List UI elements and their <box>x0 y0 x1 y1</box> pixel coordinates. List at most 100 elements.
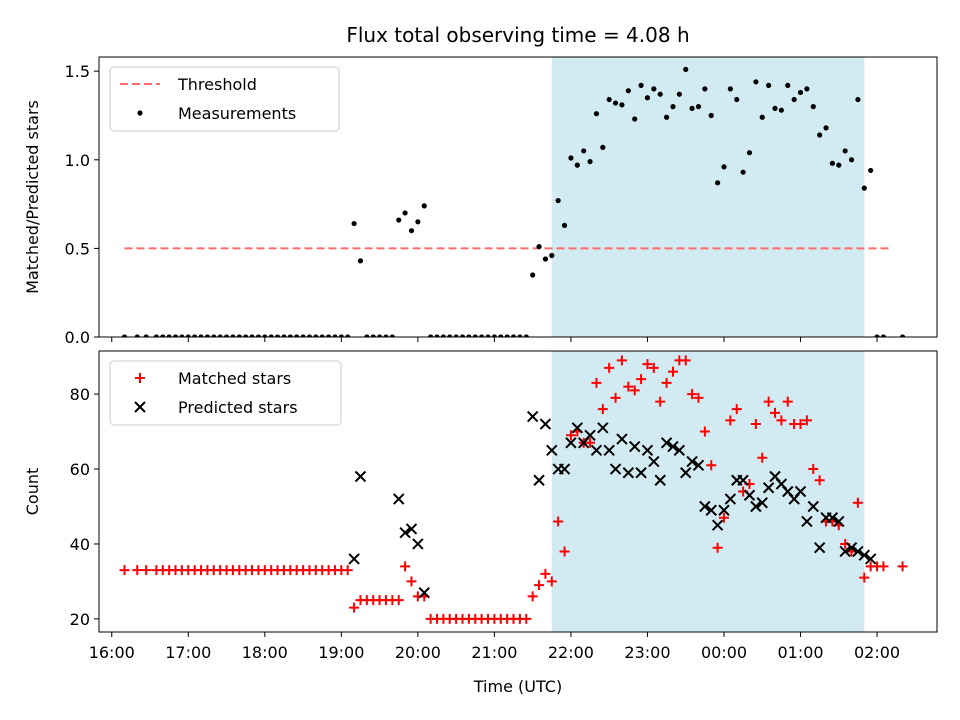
y-tick-label: 0.5 <box>65 239 90 258</box>
measurement-point <box>249 334 255 337</box>
predicted-point <box>699 500 711 513</box>
measurement-point <box>581 148 587 154</box>
legend: Threshold Measurements <box>109 66 340 132</box>
measurement-point <box>421 203 427 209</box>
measurement-point <box>523 334 529 337</box>
measurement-point <box>217 334 223 337</box>
matched-point <box>585 437 596 448</box>
matched-point <box>757 452 768 463</box>
predicted-point <box>839 545 851 558</box>
measurement-point <box>243 334 249 337</box>
matched-point <box>731 404 742 415</box>
x-tick-label: 19:00 <box>318 643 364 662</box>
measurement-point <box>211 334 217 337</box>
measurement-point <box>817 132 823 138</box>
matched-point <box>597 404 608 415</box>
predicted-point <box>845 541 858 554</box>
matched-point <box>712 542 723 553</box>
measurement-point <box>121 334 128 337</box>
y-axis-label: Count <box>23 468 42 516</box>
bottom-panel: 20 40 60 80 16:00 17:00 18:00 19:00 20:00 21:00 22… <box>23 350 938 662</box>
measurement-point <box>823 125 829 131</box>
legend-entry-label: Measurements <box>178 104 296 123</box>
predicted-point <box>590 444 603 456</box>
measurement-point <box>797 89 804 96</box>
predicted-point <box>597 422 609 434</box>
measurement-point <box>198 334 204 337</box>
matched-point <box>623 381 634 392</box>
predicted-point <box>584 429 596 442</box>
measurement-point <box>306 334 313 337</box>
matched-point <box>565 430 576 441</box>
x-tick-label: 23:00 <box>624 643 670 662</box>
matched-point <box>699 426 710 437</box>
legend-matched-swatch <box>135 373 145 383</box>
matched-point <box>648 362 659 373</box>
measurement-point <box>491 334 498 337</box>
measurement-point <box>670 104 676 110</box>
measurement-point <box>485 334 491 337</box>
matched-point <box>770 407 781 418</box>
x-tick-label: 18:00 <box>242 643 288 662</box>
series-measurements <box>121 66 906 337</box>
measurement-point <box>160 334 166 337</box>
measurement-point <box>440 334 446 337</box>
predicted-point <box>718 504 730 516</box>
measurement-point <box>294 334 300 337</box>
measurement-point <box>574 162 580 168</box>
predicted-point <box>635 467 647 479</box>
predicted-point <box>833 515 845 528</box>
matched-point <box>776 415 787 426</box>
measurement-point <box>300 334 306 337</box>
matched-point <box>604 362 615 373</box>
predicted-point <box>794 485 807 498</box>
measurement-point <box>287 334 293 337</box>
measurement-point <box>593 111 600 117</box>
x-tick-label: 20:00 <box>395 643 441 662</box>
predicted-point <box>412 538 424 550</box>
measurement-point <box>377 334 383 337</box>
predicted-point <box>616 433 628 445</box>
measurement-point <box>255 334 262 337</box>
matched-point <box>400 561 411 572</box>
y-axis-label: Matched/Predicted stars <box>23 100 42 294</box>
predicted-point <box>743 489 756 501</box>
legend-measurement-swatch <box>137 110 143 116</box>
measurement-point <box>351 220 357 227</box>
measurement-point <box>504 334 510 337</box>
predicted-point <box>762 482 775 494</box>
measurement-point <box>676 91 682 97</box>
measurement-point <box>434 334 440 337</box>
matched-point <box>782 396 793 407</box>
legend-entry-label: Threshold <box>177 75 257 94</box>
measurement-point <box>479 334 485 337</box>
matched-point <box>750 419 761 430</box>
predicted-point <box>724 493 737 505</box>
axes-frame <box>98 56 938 338</box>
measurement-point <box>204 334 211 337</box>
measurement-point <box>153 334 159 337</box>
predicted-point <box>609 463 622 475</box>
matched-point <box>610 392 621 403</box>
matched-point <box>814 475 825 486</box>
matched-point <box>342 565 353 576</box>
predicted-point <box>801 515 813 528</box>
predicted-point <box>571 422 584 434</box>
measurement-point <box>555 197 561 204</box>
measurement-point <box>517 334 523 337</box>
y-tick-label: 60 <box>70 460 90 479</box>
predicted-point <box>526 410 539 423</box>
matched-point <box>725 415 736 426</box>
measurement-point <box>600 144 606 150</box>
measurement-point <box>836 162 842 168</box>
predicted-point <box>539 418 552 430</box>
measurement-point <box>408 228 415 234</box>
matched-point <box>661 377 672 388</box>
measurement-point <box>842 148 848 154</box>
matched-point <box>527 591 538 602</box>
measurement-point <box>874 334 880 337</box>
measurement-point <box>638 82 644 88</box>
measurement-point <box>561 222 568 228</box>
x-tick-label: 16:00 <box>89 643 135 662</box>
measurement-point <box>325 334 332 337</box>
